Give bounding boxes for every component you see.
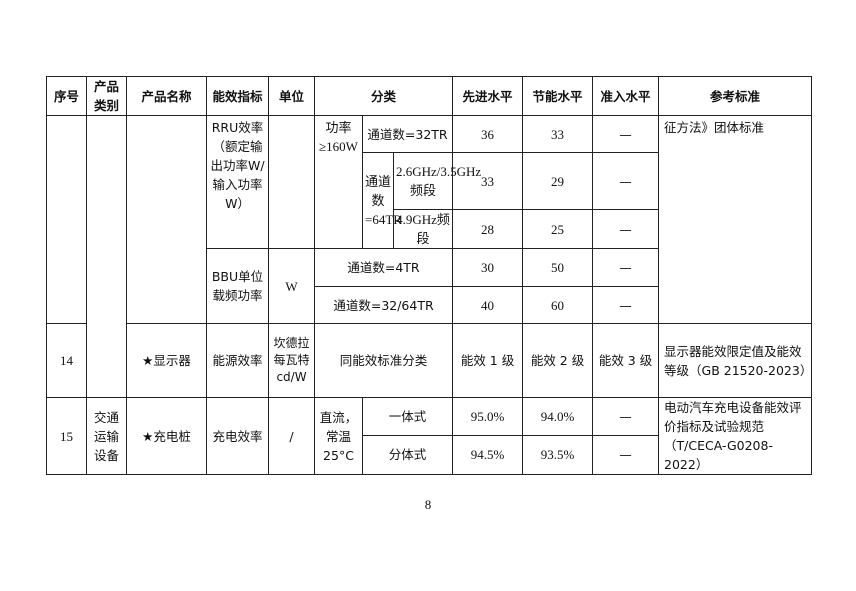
value-entry: — <box>592 152 660 210</box>
table-row: RRU效率（额定输出功率W/输入功率W） 功率≥160W 通道数=32TR 36… <box>46 115 813 398</box>
rru-power-condition: 功率≥160W <box>314 115 363 249</box>
row15-no: 15 <box>46 397 87 475</box>
energy-efficiency-table: 序号 产品类别 产品名称 能效指标 单位 分类 先进水平 节能水平 准入水平 参… <box>46 76 813 476</box>
value-advanced: 40 <box>452 286 524 324</box>
row14-unit: 坎德拉每瓦特cd/W <box>268 323 315 398</box>
value-saving: 94.0% <box>522 397 594 436</box>
row15-type2: 分体式 <box>361 434 454 476</box>
row14-advanced: 能效 1 级 <box>452 323 524 398</box>
row15-name: ★充电桩 <box>126 397 207 475</box>
value-saving: 93.5% <box>522 434 594 476</box>
header-class: 分类 <box>313 76 454 116</box>
header-entry: 准入水平 <box>592 76 660 116</box>
header-advanced: 先进水平 <box>452 76 524 116</box>
row14-class: 同能效标准分类 <box>313 323 454 398</box>
table-row: 分体式 94.5% 93.5% — <box>47 434 812 476</box>
header-reference: 参考标准 <box>658 76 813 116</box>
row15-category: 交通运输设备 <box>86 397 127 475</box>
value-saving: 60 <box>522 286 594 324</box>
value-saving: 50 <box>522 248 594 287</box>
value-saving: 25 <box>522 209 594 249</box>
value-entry: — <box>592 286 660 324</box>
header-no: 序号 <box>46 76 87 116</box>
value-saving: 29 <box>522 152 594 210</box>
row15-condition: 直流，常温25°C <box>314 397 363 475</box>
value-entry: — <box>592 209 660 249</box>
table-row: 通道数=64TR 2.6GHz/3.5GHz频段 33 29 — <box>47 152 812 249</box>
rru-band1: 2.6GHz/3.5GHz频段 <box>392 152 481 210</box>
page-number: 8 <box>424 497 432 512</box>
value-advanced: 28 <box>452 209 524 249</box>
row14-name: ★显示器 <box>126 323 207 398</box>
value-entry: — <box>592 248 660 287</box>
table-row: BBU单位载频功率 W 通道数=4TR 30 50 — <box>47 248 812 324</box>
row15-reference: 电动汽车充电设备能效评价指标及试验规范（T/CECA-G0208-2022） <box>658 397 813 475</box>
cell-name <box>126 115 207 324</box>
value-entry: — <box>592 434 660 476</box>
rru-indicator: RRU效率（额定输出功率W/输入功率W） <box>206 115 269 249</box>
row14-entry: 能效 3 级 <box>592 323 660 398</box>
cell-unit <box>268 115 315 249</box>
row14-no: 14 <box>46 323 87 398</box>
value-advanced: 36 <box>452 115 524 153</box>
header-saving: 节能水平 <box>522 76 594 116</box>
bbu-unit: W <box>268 248 315 324</box>
value-advanced: 30 <box>452 248 524 287</box>
rru-ch32: 通道数=32TR <box>361 115 454 153</box>
header-row: 序号 产品类别 产品名称 能效指标 单位 分类 先进水平 节能水平 准入水平 参… <box>46 76 813 116</box>
header-category: 产品类别 <box>86 76 127 116</box>
value-advanced: 94.5% <box>452 434 524 476</box>
table-row: 通道数=32/64TR 40 60 — <box>47 286 812 324</box>
row15-indicator: 充电效率 <box>206 397 269 475</box>
value-advanced: 33 <box>452 152 524 210</box>
rru-reference: 征方法》团体标准 <box>658 115 813 324</box>
row15-unit: / <box>268 397 315 475</box>
cell-category <box>86 115 127 398</box>
header-name: 产品名称 <box>126 76 207 116</box>
bbu-ch4: 通道数=4TR <box>313 248 454 287</box>
row14-reference: 显示器能效限定值及能效等级（GB 21520-2023） <box>658 323 812 398</box>
table-row: 4.9GHz频段 28 25 — <box>47 209 812 249</box>
bbu-ch3264: 通道数=32/64TR <box>313 286 454 324</box>
bbu-indicator: BBU单位载频功率 <box>206 248 269 324</box>
value-entry: — <box>592 397 660 436</box>
value-saving: 33 <box>522 115 594 153</box>
rru-ch64: 通道数=64TR <box>362 152 402 249</box>
rru-band2: 4.9GHz频段 <box>392 209 454 249</box>
row15-type1: 一体式 <box>361 397 454 436</box>
table-row: 14 ★显示器 能源效率 坎德拉每瓦特cd/W 同能效标准分类 能效 1 级 能… <box>46 323 812 398</box>
table-row: 15 交通运输设备 ★充电桩 充电效率 / 直流，常温25°C 一体式 95.0… <box>46 397 813 475</box>
row14-saving: 能效 2 级 <box>522 323 594 398</box>
value-entry: — <box>592 115 660 153</box>
value-advanced: 95.0% <box>452 397 524 436</box>
header-unit: 单位 <box>268 76 315 116</box>
header-indicator: 能效指标 <box>206 76 269 116</box>
row14-indicator: 能源效率 <box>206 323 269 398</box>
cell-no <box>46 115 87 324</box>
